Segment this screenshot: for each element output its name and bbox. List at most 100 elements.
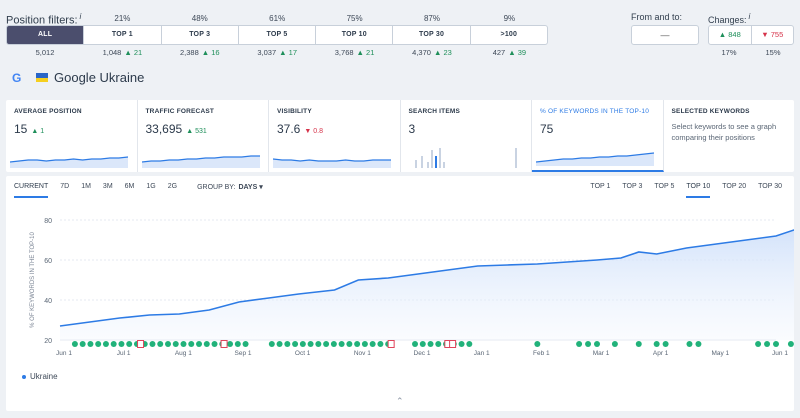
count-value: 3,037 [257,48,277,57]
x-tick-label: Jan 1 [474,350,490,357]
card--of-keywords-in-the-top-10[interactable]: % OF KEYWORDS IN THE TOP-10 75 [532,100,664,172]
top-tab-top10[interactable]: TOP 10 [686,183,711,198]
filter-percent: 61% [269,14,286,23]
card-sparkline [668,146,786,168]
changes-down-button[interactable]: ▼ 755 [761,30,784,39]
top-tab-top5[interactable]: TOP 5 [654,183,675,190]
event-marker-green [369,341,376,347]
card-selected-keywords[interactable]: SELECTED KEYWORDS Select keywords to see … [664,100,795,172]
count-delta: ▲ 16 [201,48,220,57]
card-sparkline [273,158,391,168]
search-engine-title: Google Ukraine [54,70,145,85]
filter-button-top10[interactable]: TOP 10 [316,26,394,44]
event-marker-green [330,341,337,347]
period-tab-6m[interactable]: 6M [124,183,135,190]
event-marker-green [172,341,179,347]
card-value: 33,695 ▲ 531 [146,122,261,136]
period-tab-current[interactable]: CURRENT [14,183,49,198]
event-marker-green [338,341,345,347]
card-delta: ▼ 0.8 [304,128,323,135]
event-marker-green [95,341,102,347]
card-sparkline [141,155,260,168]
sparkline-bar [420,156,423,168]
changes-up-button[interactable]: ▲ 848 [709,26,752,44]
card-search-items[interactable]: SEARCH ITEMS 3 [401,100,532,172]
card-value-number: 75 [540,122,554,136]
position-filters-label: Position filters: i [6,12,82,27]
x-tick-label: Mar 1 [593,350,610,357]
filter-button-all[interactable]: ALL [7,26,85,44]
event-marker-green [188,341,195,347]
card-value-number: 37.6 [277,122,301,136]
period-tab-1m[interactable]: 1M [81,183,91,190]
event-marker-red [387,340,395,348]
card-delta: ▲ 531 [186,128,207,135]
sparkline-line [10,156,128,163]
top-tab-top3[interactable]: TOP 3 [622,183,643,190]
period-tab-1g[interactable]: 1G [146,183,156,190]
event-marker-green [653,341,660,347]
period-tab-2g[interactable]: 2G [167,183,178,190]
sparkline-bar [430,150,433,168]
card-description: Select keywords to see a graph comparing… [671,122,777,142]
y-tick-label: 60 [44,258,52,265]
event-marker-green [412,341,419,347]
group-by-label: GROUP BY: [197,184,236,191]
group-by-dropdown[interactable]: GROUP BY: DAYS ▾ [197,183,263,198]
filter-button-100[interactable]: >100 [500,31,518,38]
x-tick-label: Sep 1 [235,350,252,357]
sparkline-bar [434,156,437,168]
card-sparkline [10,156,128,168]
sparkline-bar [442,162,445,168]
event-marker-green [242,341,249,347]
filter-button-top3[interactable]: TOP 3 [162,26,239,44]
filter-count: 2,388 ▲ 16 [161,48,239,57]
event-marker-green [87,341,94,347]
filter-count: 427 ▲ 39 [470,48,548,57]
position-filter-bar: ALL TOP 1 TOP 3 TOP 5 TOP 10 TOP 30 >100 [6,25,548,45]
filter-button-top30[interactable]: TOP 30 [393,26,471,44]
top-tab-top1[interactable]: TOP 1 [590,183,611,190]
collapse-chevron-icon[interactable]: ⌃ [396,396,404,406]
event-marker-green [79,341,86,347]
x-tick-label: Jul 1 [117,350,131,357]
filter-button-top5[interactable]: TOP 5 [239,26,317,44]
x-tick-label: Jun 1 [56,350,72,357]
sparkline-bar [514,148,517,168]
event-marker-green [284,341,291,347]
event-marker-green [686,341,693,347]
event-marker-green [323,341,330,347]
card-value: 37.6 ▼ 0.8 [277,122,392,136]
count-value: 5,012 [35,48,55,57]
from-to-input[interactable]: — [631,25,699,45]
event-marker-green [466,341,473,347]
filter-count: 1,048 ▲ 21 [83,48,161,57]
event-marker-green [635,341,642,347]
card-value: 15 ▲ 1 [14,122,129,136]
event-marker-green [196,341,203,347]
card-traffic-forecast[interactable]: TRAFFIC FORECAST 33,695 ▲ 531 [138,100,269,172]
period-tab-7d[interactable]: 7D [60,183,70,190]
info-icon[interactable]: i [748,12,751,21]
group-by-value: DAYS ▾ [238,184,263,191]
top10-chart: % OF KEYWORDS IN THE TOP-10 20 40 60 80 Jun 1… [30,218,794,357]
count-delta: ▲ 21 [124,48,143,57]
x-tick-label: Nov 1 [354,350,371,357]
card-value-number: 15 [14,122,28,136]
filter-percent: 21% [114,14,131,23]
filter-percent: 48% [191,14,208,23]
info-icon[interactable]: i [79,12,82,21]
top-tab-top30[interactable]: TOP 30 [758,183,782,190]
card-title: SELECTED KEYWORDS [671,108,750,115]
event-marker-green [458,341,465,347]
card-title: SEARCH ITEMS [408,108,461,115]
card-visibility[interactable]: VISIBILITY 37.6 ▼ 0.8 [269,100,401,172]
legend-item-ukraine[interactable]: Ukraine [22,372,58,381]
filter-button-top1[interactable]: TOP 1 [84,26,162,44]
count-value: 3,768 [334,48,354,57]
period-tab-3m[interactable]: 3M [102,183,113,190]
card-average-position[interactable]: AVERAGE POSITION 15 ▲ 1 [6,100,138,172]
filter-count: 4,370 ▲ 23 [393,48,471,57]
x-tick-label: Jun 1 [772,350,788,357]
top-tab-top20[interactable]: TOP 20 [722,183,747,190]
